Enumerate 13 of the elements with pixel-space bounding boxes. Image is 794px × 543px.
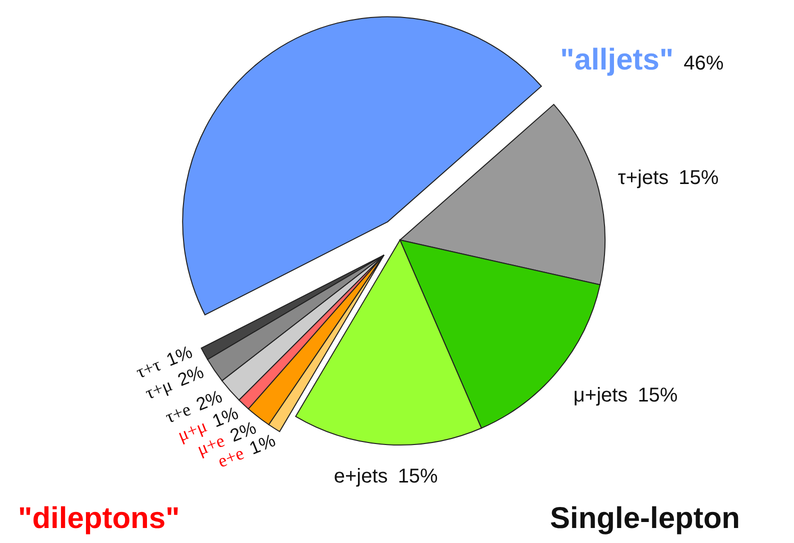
data-label: 15% bbox=[398, 466, 438, 488]
slice-label: τ+e bbox=[162, 399, 194, 428]
data-label: 15% bbox=[638, 384, 678, 406]
data-label: 15% bbox=[678, 167, 719, 190]
slice-label: τ+jets bbox=[618, 167, 669, 190]
data-label: 1% bbox=[163, 342, 196, 370]
slice-label: μ+jets bbox=[573, 384, 628, 406]
data-label: 46% bbox=[684, 52, 724, 75]
slice-label: e+jets bbox=[334, 466, 388, 488]
text: "dileptons" bbox=[18, 502, 180, 535]
slice-label: "alljets" bbox=[560, 44, 674, 77]
text: Single-lepton bbox=[550, 502, 740, 535]
slice-label: τ+τ bbox=[133, 354, 164, 382]
